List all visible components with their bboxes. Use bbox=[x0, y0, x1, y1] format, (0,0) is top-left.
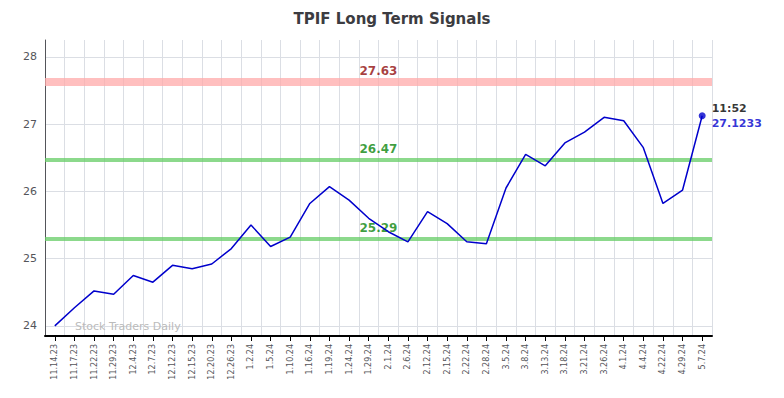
svg-text:11.22.23: 11.22.23 bbox=[90, 344, 99, 380]
svg-text:2.15.24: 2.15.24 bbox=[443, 344, 452, 375]
svg-text:3.8.24: 3.8.24 bbox=[521, 344, 530, 369]
svg-text:27: 27 bbox=[23, 118, 37, 131]
svg-text:1.10.24: 1.10.24 bbox=[286, 344, 295, 375]
svg-text:2.1.24: 2.1.24 bbox=[384, 344, 393, 369]
svg-text:2.12.24: 2.12.24 bbox=[423, 344, 432, 375]
svg-text:4.1.24: 4.1.24 bbox=[619, 344, 628, 369]
svg-text:25: 25 bbox=[23, 252, 37, 265]
svg-text:12.7.23: 12.7.23 bbox=[148, 344, 157, 375]
svg-text:3.5.24: 3.5.24 bbox=[502, 344, 511, 369]
svg-text:2.28.24: 2.28.24 bbox=[482, 344, 491, 375]
svg-text:2.22.24: 2.22.24 bbox=[462, 344, 471, 375]
svg-text:1.5.24: 1.5.24 bbox=[266, 344, 275, 369]
svg-text:27.1233: 27.1233 bbox=[712, 117, 762, 130]
svg-text:24: 24 bbox=[23, 319, 37, 332]
svg-text:1.19.24: 1.19.24 bbox=[325, 344, 334, 375]
svg-text:12.4.23: 12.4.23 bbox=[129, 344, 138, 375]
svg-text:26.47: 26.47 bbox=[360, 142, 398, 156]
svg-text:3.26.24: 3.26.24 bbox=[600, 344, 609, 375]
svg-text:3.18.24: 3.18.24 bbox=[560, 344, 569, 375]
svg-text:25.29: 25.29 bbox=[359, 221, 398, 236]
svg-text:26: 26 bbox=[23, 185, 37, 198]
svg-text:TPIF Long Term Signals: TPIF Long Term Signals bbox=[294, 10, 491, 28]
svg-text:1.2.24: 1.2.24 bbox=[246, 344, 255, 369]
svg-text:5.7.24: 5.7.24 bbox=[698, 344, 707, 369]
svg-text:3.21.24: 3.21.24 bbox=[580, 344, 589, 375]
svg-text:11.17.23: 11.17.23 bbox=[70, 344, 79, 380]
svg-text:1.16.24: 1.16.24 bbox=[305, 344, 314, 375]
svg-text:27.63: 27.63 bbox=[360, 64, 398, 78]
svg-text:11.14.23: 11.14.23 bbox=[50, 344, 59, 380]
svg-text:1.24.24: 1.24.24 bbox=[345, 344, 354, 375]
svg-text:12.20.23: 12.20.23 bbox=[207, 344, 216, 380]
svg-text:12.12.23: 12.12.23 bbox=[168, 344, 177, 380]
svg-text:28: 28 bbox=[23, 50, 37, 63]
svg-text:12.26.23: 12.26.23 bbox=[227, 344, 236, 380]
svg-text:4.29.24: 4.29.24 bbox=[678, 344, 687, 375]
svg-text:3.13.24: 3.13.24 bbox=[541, 344, 550, 375]
svg-text:1.29.24: 1.29.24 bbox=[364, 344, 373, 375]
svg-text:11:52: 11:52 bbox=[712, 102, 747, 115]
svg-text:Stock Traders Daily: Stock Traders Daily bbox=[75, 320, 181, 333]
svg-text:4.4.24: 4.4.24 bbox=[639, 344, 648, 369]
svg-text:2.6.24: 2.6.24 bbox=[403, 344, 412, 369]
svg-text:12.15.23: 12.15.23 bbox=[188, 344, 197, 380]
svg-text:4.22.24: 4.22.24 bbox=[658, 344, 667, 375]
svg-text:11.29.23: 11.29.23 bbox=[109, 344, 118, 380]
